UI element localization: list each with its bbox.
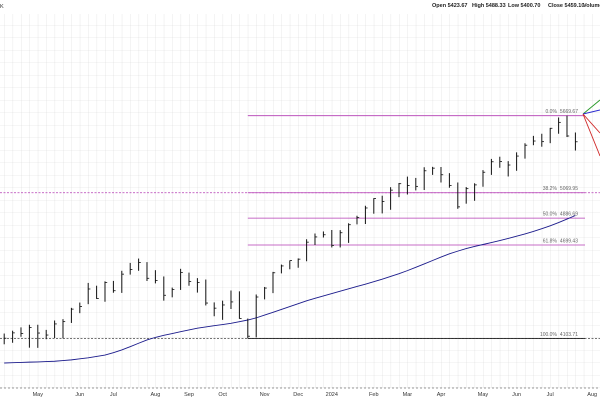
x-tick-label: Nov — [260, 392, 270, 398]
fib-percent: 50.0% — [543, 212, 558, 218]
fib-value: 5069.95 — [560, 186, 578, 192]
fan-lines — [582, 99, 600, 157]
header-item: Open 5423.67 — [432, 3, 467, 9]
fan-line — [582, 99, 600, 115]
x-tick-label: Aug — [587, 392, 597, 398]
x-tick-label: May — [33, 392, 44, 398]
x-tick-label: Apr — [437, 392, 446, 398]
x-tick-label: Aug — [151, 392, 161, 398]
grid — [0, 14, 600, 388]
fib-percent: 100.0% — [540, 332, 558, 338]
fib-value: 4103.71 — [560, 332, 578, 338]
fib-percent: 61.8% — [543, 239, 558, 245]
x-tick-label: Sep — [184, 392, 194, 398]
fib-label: 0.0% 5669.67 — [546, 109, 579, 115]
x-tick-label: 2024 — [326, 392, 338, 398]
fib-value: 4886.69 — [560, 212, 578, 218]
fib-label: 100.0% 4103.71 — [540, 332, 578, 338]
x-tick-label: May — [478, 392, 489, 398]
fib-value: 5669.67 — [560, 109, 578, 115]
moving-average — [4, 215, 576, 364]
x-tick-label: Jul — [110, 392, 117, 398]
x-tick-label: Jun — [512, 392, 521, 398]
x-tick-label: Mar — [403, 392, 413, 398]
fan-line — [582, 109, 600, 115]
fib-label: 38.2% 5069.95 — [543, 186, 578, 192]
header-item: Low 5400.70 — [508, 3, 540, 9]
fan-line — [582, 113, 600, 157]
x-tick-label: Jul — [547, 392, 554, 398]
fan-line — [582, 113, 600, 134]
fib-value: 4699.43 — [560, 239, 578, 245]
x-tick-label: Jun — [75, 392, 84, 398]
fib-percent: 38.2% — [543, 186, 558, 192]
x-tick-label: Oct — [218, 392, 227, 398]
header-item: High 5488.33 — [472, 3, 506, 9]
fib-label: 50.0% 4886.69 — [543, 212, 578, 218]
fib-label: 61.8% 4699.43 — [543, 239, 578, 245]
corner-text: K — [0, 4, 4, 10]
header-item: Volume — [583, 3, 600, 9]
x-tick-label: Feb — [369, 392, 378, 398]
header-item: Close 5459.10 — [548, 3, 584, 9]
x-tick-label: Dec — [293, 392, 303, 398]
fib-percent: 0.0% — [546, 109, 558, 115]
